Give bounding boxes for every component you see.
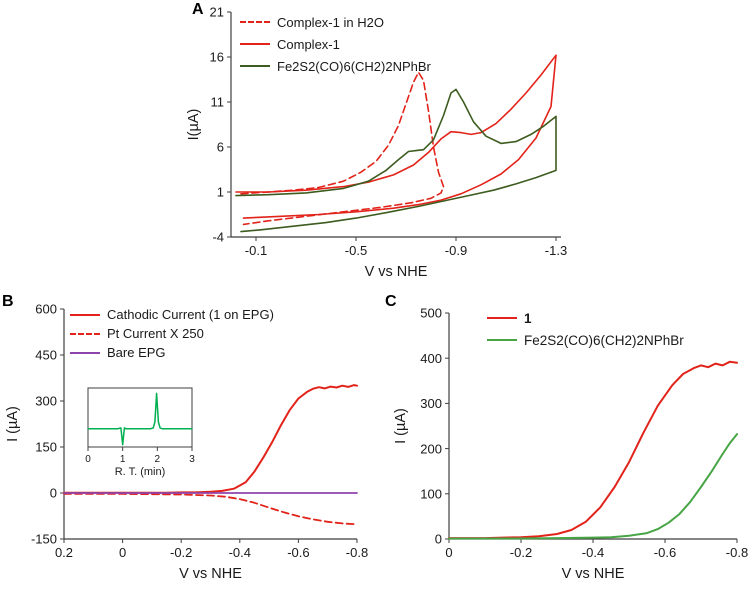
solid-line-swatch (487, 339, 517, 341)
legend-item: Fe2S2(CO)6(CH2)2NPhBr (487, 329, 684, 351)
panel-b-legend: Cathodic Current (1 on EPG) Pt Current X… (70, 305, 274, 362)
svg-text:-0.1: -0.1 (245, 243, 267, 258)
panel-c-legend: 1 Fe2S2(CO)6(CH2)2NPhBr (487, 307, 684, 351)
svg-text:400: 400 (420, 351, 442, 366)
legend-item: Cathodic Current (1 on EPG) (70, 305, 274, 324)
svg-text:2: 2 (155, 454, 161, 465)
svg-text:-0.4: -0.4 (582, 545, 604, 560)
svg-text:-0.2: -0.2 (510, 545, 532, 560)
svg-text:I (µA): I (µA) (393, 408, 409, 444)
legend-label: Bare EPG (107, 345, 166, 360)
svg-text:R. T. (min): R. T. (min) (115, 466, 166, 478)
panel-c-plot: 0 -0.2 -0.4 -0.6 -0.8 0 100 200 300 400 500 V vs NH… (393, 306, 748, 582)
svg-text:-0.2: -0.2 (170, 545, 192, 560)
svg-text:150: 150 (35, 440, 57, 455)
legend-label: Complex-1 (277, 36, 340, 52)
svg-text:500: 500 (420, 306, 442, 321)
panel-b-label: B (2, 293, 14, 310)
svg-text:0: 0 (445, 545, 452, 560)
dashed-line-swatch (70, 332, 100, 335)
svg-text:-0.8: -0.8 (726, 545, 748, 560)
svg-text:-0.4: -0.4 (229, 545, 251, 560)
svg-text:200: 200 (420, 441, 442, 456)
panel-b-plot: 0.2 0 -0.2 -0.4 -0.6 -0.8 -150 0 150 300 450 600 V v… (5, 302, 368, 582)
svg-text:300: 300 (35, 394, 57, 409)
svg-text:0: 0 (119, 545, 126, 560)
svg-text:11: 11 (211, 95, 225, 110)
legend-label: Fe2S2(CO)6(CH2)2NPhBr (524, 332, 684, 348)
legend-label: Fe2S2(CO)6(CH2)2NPhBr (277, 58, 431, 74)
svg-text:0.2: 0.2 (55, 545, 73, 560)
dashed-line-swatch (240, 21, 270, 23)
legend-label: 1 (524, 310, 532, 326)
svg-text:-0.6: -0.6 (287, 545, 309, 560)
svg-text:0: 0 (50, 486, 57, 501)
svg-text:V vs NHE: V vs NHE (365, 264, 428, 280)
solid-line-swatch (70, 313, 100, 316)
solid-line-swatch (487, 317, 517, 319)
legend-item: Bare EPG (70, 343, 274, 362)
legend-item: Complex-1 in H2O (240, 11, 431, 33)
panel-a-label: A (192, 1, 204, 18)
svg-text:21: 21 (210, 5, 224, 20)
svg-text:0: 0 (85, 454, 91, 465)
legend-item: Pt Current X 250 (70, 324, 274, 343)
svg-text:-150: -150 (31, 532, 57, 547)
svg-text:I (µA): I (µA) (5, 406, 21, 442)
svg-text:-0.9: -0.9 (445, 243, 467, 258)
svg-text:1: 1 (120, 454, 126, 465)
svg-text:300: 300 (420, 396, 442, 411)
svg-text:3: 3 (189, 454, 195, 465)
svg-text:I(µA): I(µA) (186, 109, 202, 141)
solid-line-swatch (70, 351, 100, 354)
svg-text:V vs NHE: V vs NHE (179, 566, 242, 582)
svg-text:450: 450 (35, 348, 57, 363)
svg-text:6: 6 (217, 140, 224, 155)
svg-text:-1.3: -1.3 (545, 243, 567, 258)
panel-c-label: C (385, 293, 397, 310)
svg-text:100: 100 (420, 486, 442, 501)
panel-a-legend: Complex-1 in H2O Complex-1 Fe2S2(CO)6(CH… (240, 11, 431, 77)
legend-label: Cathodic Current (1 on EPG) (107, 307, 274, 322)
panel-b-inset-plot: 0 1 2 3 R. T. (min) (80, 383, 200, 483)
svg-text:-4: -4 (212, 230, 224, 245)
svg-text:-0.5: -0.5 (345, 243, 367, 258)
svg-text:-0.8: -0.8 (346, 545, 368, 560)
svg-text:V vs NHE: V vs NHE (562, 566, 625, 582)
legend-item: 1 (487, 307, 684, 329)
solid-line-swatch (240, 65, 270, 67)
svg-text:-0.6: -0.6 (654, 545, 676, 560)
solid-line-swatch (240, 43, 270, 45)
legend-item: Complex-1 (240, 33, 431, 55)
svg-text:1: 1 (217, 185, 224, 200)
legend-label: Pt Current X 250 (107, 326, 204, 341)
legend-item: Fe2S2(CO)6(CH2)2NPhBr (240, 55, 431, 77)
legend-label: Complex-1 in H2O (277, 14, 384, 30)
svg-text:600: 600 (35, 302, 57, 317)
svg-text:0: 0 (435, 532, 442, 547)
svg-text:16: 16 (210, 50, 224, 65)
